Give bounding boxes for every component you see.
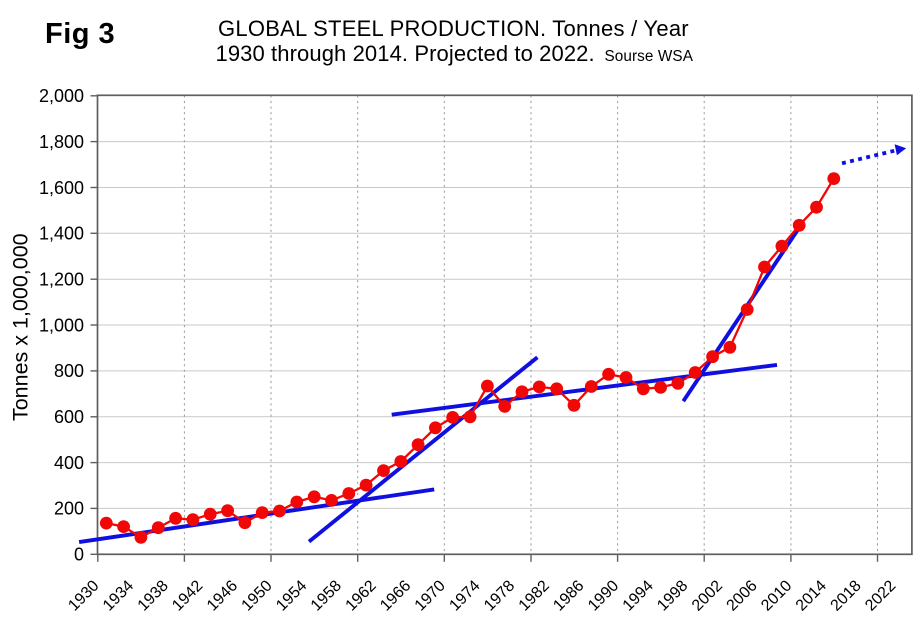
svg-text:2,000: 2,000 (39, 86, 84, 106)
svg-text:600: 600 (54, 407, 84, 427)
svg-text:400: 400 (54, 453, 84, 473)
svg-text:Fig 3: Fig 3 (45, 18, 115, 50)
svg-text:1,400: 1,400 (39, 224, 84, 244)
svg-text:1,600: 1,600 (39, 178, 84, 198)
svg-text:1,800: 1,800 (39, 132, 84, 152)
svg-text:1,000: 1,000 (39, 315, 84, 335)
svg-text:Tonnes x 1,000,000: Tonnes x 1,000,000 (9, 233, 33, 421)
svg-text:200: 200 (54, 499, 84, 519)
svg-text:GLOBAL STEEL PRODUCTION. Tonne: GLOBAL STEEL PRODUCTION. Tonnes / Year (218, 16, 689, 41)
svg-text:800: 800 (54, 361, 84, 381)
svg-text:1,200: 1,200 (39, 270, 84, 290)
svg-text:0: 0 (74, 545, 84, 565)
